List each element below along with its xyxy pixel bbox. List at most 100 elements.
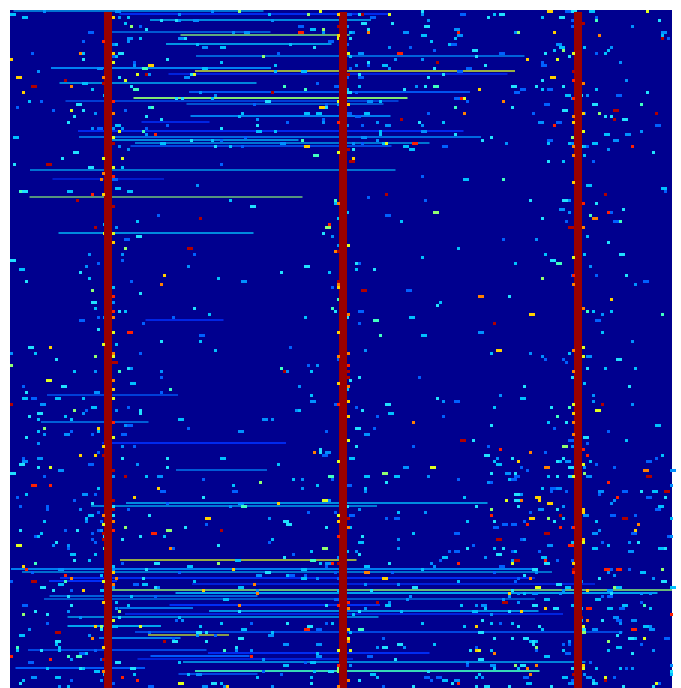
speckle: [616, 646, 622, 649]
speckle: [118, 370, 121, 373]
speckle: [514, 475, 520, 478]
speckle: [412, 586, 418, 589]
streak: [118, 607, 194, 609]
speckle: [601, 331, 604, 334]
speckle: [547, 475, 550, 478]
speckle: [478, 658, 484, 661]
speckle: [238, 604, 241, 607]
speckle: [592, 160, 595, 163]
speckle: [622, 118, 628, 121]
speckle: [46, 163, 52, 166]
speckle: [568, 406, 571, 409]
speckle: [502, 100, 505, 103]
speckle: [583, 382, 586, 385]
speckle: [436, 676, 442, 679]
stripe-edge: [347, 628, 350, 631]
speckle: [586, 310, 589, 313]
speckle: [514, 559, 520, 562]
speckle: [121, 445, 124, 448]
speckle: [169, 388, 172, 391]
speckle: [352, 142, 355, 145]
speckle: [565, 361, 568, 364]
speckle: [634, 367, 637, 370]
speckle: [562, 85, 565, 88]
stripe-edge: [582, 463, 585, 466]
speckle: [589, 214, 592, 217]
streak: [186, 103, 384, 105]
stripe-edge: [572, 283, 575, 286]
speckle: [382, 472, 388, 475]
streak: [46, 394, 179, 396]
speckle: [127, 331, 133, 334]
speckle: [97, 127, 103, 130]
speckle: [325, 451, 331, 454]
speckle: [124, 238, 130, 241]
speckle: [583, 673, 586, 676]
stripe-layer: [102, 12, 585, 688]
speckle: [652, 685, 655, 688]
stripe-edge: [572, 274, 575, 277]
speckle: [97, 511, 100, 514]
speckle: [367, 100, 373, 103]
speckle: [559, 514, 562, 517]
speckle: [508, 595, 511, 598]
stripe-edge: [102, 646, 105, 649]
speckle: [550, 685, 553, 688]
speckle: [520, 538, 523, 541]
speckle: [115, 343, 118, 346]
speckle: [37, 457, 43, 460]
speckle: [433, 67, 436, 70]
speckle: [604, 193, 607, 196]
speckle: [70, 589, 73, 592]
speckle: [127, 604, 130, 607]
speckle: [643, 280, 649, 283]
speckle: [115, 577, 118, 580]
speckle: [568, 439, 574, 442]
speckle: [79, 508, 82, 511]
speckle: [196, 673, 202, 676]
speckle: [589, 10, 595, 13]
speckle: [364, 433, 370, 436]
speckle: [178, 571, 181, 574]
streak: [130, 145, 392, 147]
speckle: [328, 40, 334, 43]
speckle: [601, 595, 604, 598]
speckle: [82, 109, 85, 112]
stripe-edge: [337, 460, 340, 463]
speckle: [115, 409, 118, 412]
streak: [29, 169, 396, 171]
streak: [165, 43, 332, 45]
speckle: [349, 514, 355, 517]
speckle: [43, 433, 46, 436]
speckle: [94, 307, 97, 310]
speckle: [457, 682, 460, 685]
speckle: [436, 397, 439, 400]
stripe-edge: [347, 400, 350, 403]
speckle: [10, 403, 13, 406]
speckle: [529, 352, 532, 355]
streak: [190, 115, 391, 117]
speckle: [181, 619, 184, 622]
speckle: [82, 58, 85, 61]
speckle: [37, 412, 43, 415]
streak: [59, 577, 536, 579]
speckle: [388, 13, 391, 16]
speckle: [472, 49, 478, 52]
speckle: [67, 610, 70, 613]
speckle: [166, 466, 169, 469]
speckle: [49, 484, 52, 487]
speckle: [583, 436, 589, 439]
streak: [195, 70, 515, 72]
speckle: [79, 454, 82, 457]
speckle: [91, 289, 94, 292]
speckle: [517, 31, 520, 34]
stripe-edge: [582, 307, 585, 310]
speckle: [97, 316, 100, 319]
speckle: [214, 145, 217, 148]
speckle: [145, 133, 148, 136]
speckle: [397, 52, 403, 55]
speckle: [418, 376, 421, 379]
speckle: [121, 676, 124, 679]
speckle: [655, 508, 661, 511]
speckle: [598, 577, 601, 580]
